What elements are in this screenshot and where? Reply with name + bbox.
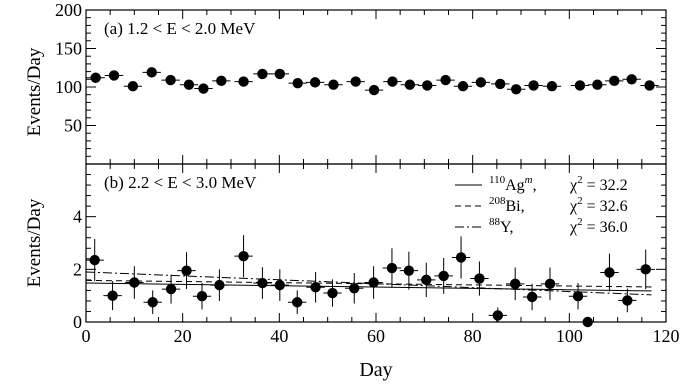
data-point	[604, 267, 615, 278]
data-point	[492, 310, 503, 321]
data-point	[214, 279, 225, 291]
data-point	[257, 68, 268, 80]
data-point	[386, 262, 398, 274]
data-point	[198, 83, 209, 94]
x-tick-label: 80	[464, 326, 482, 346]
data-point	[292, 297, 303, 308]
data-point	[368, 277, 379, 288]
y-tick-label: 0	[73, 312, 82, 332]
data-point	[510, 84, 522, 95]
data-point	[310, 282, 321, 293]
data-point	[622, 295, 633, 306]
data-point	[510, 278, 521, 290]
data-point	[626, 74, 637, 85]
data-point	[216, 75, 227, 87]
data-point	[528, 80, 539, 91]
legend-chi2: χ2 = 32.6	[569, 195, 628, 215]
data-point	[544, 278, 556, 290]
data-point	[475, 77, 487, 88]
data-point	[574, 80, 586, 91]
legend-entry: 88Y,	[489, 216, 514, 236]
data-point	[309, 77, 321, 88]
data-point	[438, 270, 449, 282]
fit-line	[85, 282, 652, 292]
panel-a: 50 100 150 200 (a) 1.2 < E < 2.0 MeV	[55, 0, 667, 165]
legend-chi2: χ2 = 36.0	[569, 216, 628, 236]
data-point	[181, 265, 192, 276]
data-point	[455, 252, 467, 263]
data-point	[147, 297, 158, 308]
data-point	[546, 81, 558, 92]
data-point	[440, 74, 451, 86]
data-point	[274, 279, 286, 291]
y-axis-label-b: Events/Day	[24, 198, 45, 287]
data-point	[526, 291, 538, 303]
fit-line	[85, 271, 652, 296]
data-point	[457, 81, 469, 92]
y-tick-label: 150	[55, 39, 82, 59]
y-axis-label-a: Events/Day	[24, 47, 45, 136]
data-point	[274, 68, 286, 80]
data-point	[165, 283, 177, 295]
data-point	[592, 79, 603, 90]
y-tick-label: 4	[73, 207, 82, 227]
data-point	[609, 75, 620, 87]
y-tick-label: 100	[55, 77, 82, 97]
x-tick-label: 60	[367, 326, 385, 346]
data-point	[257, 277, 268, 289]
data-point	[403, 265, 415, 276]
data-point	[108, 70, 120, 81]
data-point	[238, 250, 249, 262]
data-point	[127, 81, 139, 92]
data-point	[327, 287, 338, 299]
data-point	[404, 79, 416, 90]
data-point	[368, 84, 380, 96]
panel-title: (a) 1.2 < E < 2.0 MeV	[104, 19, 256, 38]
data-point	[292, 77, 303, 89]
x-tick-label: 120	[653, 326, 680, 346]
data-point	[183, 79, 195, 90]
legend-chi2: χ2 = 32.2	[569, 174, 628, 194]
data-point	[572, 290, 584, 302]
data-point	[129, 277, 140, 288]
data-point	[196, 290, 208, 302]
y-tick-label: 2	[73, 259, 82, 279]
y-tick-label: 50	[64, 116, 82, 136]
data-point	[89, 254, 100, 266]
x-tick-label: 20	[174, 326, 192, 346]
data-point	[387, 76, 398, 87]
y-tick-label: 200	[55, 0, 82, 20]
data-point	[165, 74, 176, 86]
panel-b: 0 20 40 60 80 100 120 0 2 4 (b) 2.2 < E < 3.0 MeV	[73, 163, 680, 346]
x-tick-label: 40	[270, 326, 288, 346]
data-point	[495, 78, 506, 90]
data-point	[349, 283, 360, 294]
legend-entry: 110Agm,	[489, 174, 537, 194]
panel-title: (b) 2.2 < E < 3.0 MeV	[104, 173, 257, 192]
data-point	[107, 290, 118, 301]
data-point	[238, 76, 249, 87]
x-tick-label: 100	[556, 326, 583, 346]
data-point	[328, 79, 339, 90]
data-point	[421, 274, 432, 286]
data-point	[90, 72, 101, 83]
data-point	[422, 80, 433, 91]
data-point	[350, 76, 361, 87]
data-point	[644, 80, 655, 91]
x-tick-label: 0	[82, 326, 91, 346]
data-point	[640, 264, 651, 275]
x-axis-label: Day	[359, 359, 392, 381]
data-point	[474, 273, 485, 284]
data-point	[146, 67, 157, 78]
legend-entry: 208Bi,	[489, 195, 525, 215]
legend: 110Agm, χ2 = 32.2 208Bi, χ2 = 32.6 88Y, χ2 = …	[455, 174, 628, 236]
data-point	[582, 316, 593, 328]
